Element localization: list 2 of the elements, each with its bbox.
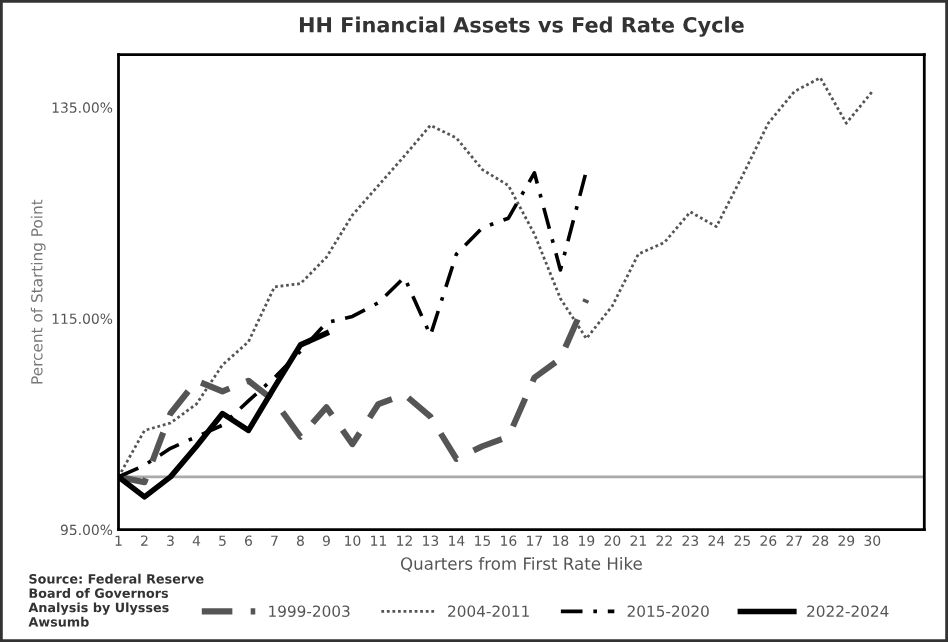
chart-title: HH Financial Assets vs Fed Rate Cycle: [299, 16, 744, 37]
x-axis-title: Quarters from First Rate Hike: [400, 556, 642, 572]
